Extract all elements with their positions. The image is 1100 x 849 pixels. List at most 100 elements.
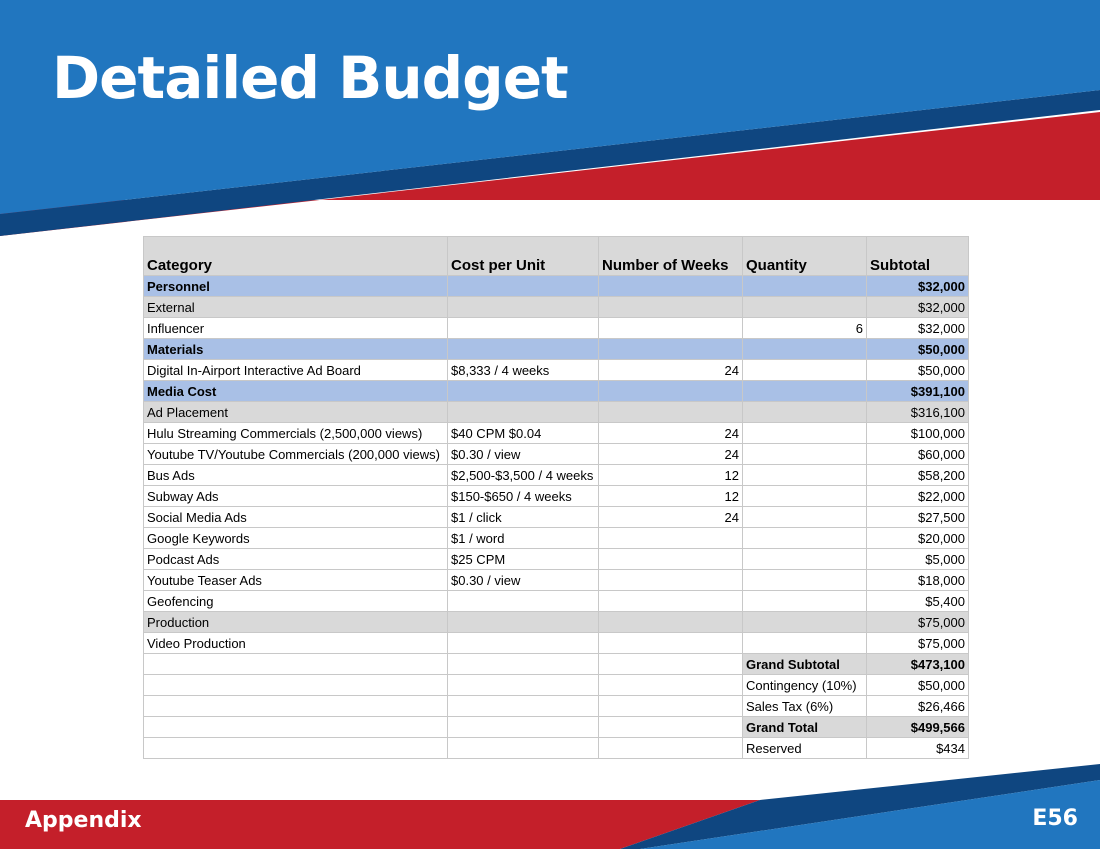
table-row: Subway Ads $150-$650 / 4 weeks 12 $22,00… (143, 485, 969, 507)
header-dark-blue-stripe (0, 90, 1100, 236)
cost-cell: $1 / click (447, 506, 599, 528)
subtotal-cell: $100,000 (866, 422, 969, 444)
cost-cell: $1 / word (447, 527, 599, 549)
cost-cell: $40 CPM $0.04 (447, 422, 599, 444)
weeks-cell: 24 (598, 443, 743, 465)
category-cell: Personnel (143, 275, 448, 297)
summary-label: Grand Total (742, 716, 867, 738)
empty-cell (598, 695, 743, 717)
table-row: Production $75,000 (143, 611, 969, 633)
table-row: Influencer 6 $32,000 (143, 317, 969, 339)
table-row: Geofencing $5,400 (143, 590, 969, 612)
table-row: Video Production $75,000 (143, 632, 969, 654)
weeks-cell: 24 (598, 359, 743, 381)
quantity-cell (742, 422, 867, 444)
table-row: Youtube TV/Youtube Commercials (200,000 … (143, 443, 969, 465)
column-header-cost-per-unit: Cost per Unit (447, 236, 599, 276)
header-blue-band (0, 0, 1100, 214)
weeks-cell (598, 632, 743, 654)
cost-cell (447, 338, 599, 360)
category-cell: Google Keywords (143, 527, 448, 549)
cost-cell (447, 380, 599, 402)
weeks-cell: 12 (598, 464, 743, 486)
table-row: Google Keywords $1 / word $20,000 (143, 527, 969, 549)
subtotal-cell: $75,000 (866, 632, 969, 654)
quantity-cell (742, 401, 867, 423)
weeks-cell (598, 275, 743, 297)
empty-cell (447, 737, 599, 759)
table-row: Ad Placement $316,100 (143, 401, 969, 423)
column-header-category: Category (143, 236, 448, 276)
category-cell: Digital In-Airport Interactive Ad Board (143, 359, 448, 381)
summary-label: Reserved (742, 737, 867, 759)
weeks-cell (598, 569, 743, 591)
category-cell: Influencer (143, 317, 448, 339)
weeks-cell (598, 380, 743, 402)
budget-table: Category Cost per Unit Number of Weeks Q… (143, 236, 969, 759)
summary-value: $26,466 (866, 695, 969, 717)
summary-value: $434 (866, 737, 969, 759)
weeks-cell (598, 401, 743, 423)
weeks-cell (598, 338, 743, 360)
category-cell: Hulu Streaming Commercials (2,500,000 vi… (143, 422, 448, 444)
quantity-cell (742, 464, 867, 486)
column-header-quantity: Quantity (742, 236, 867, 276)
table-row: Personnel $32,000 (143, 275, 969, 297)
footer-blue-band (640, 780, 1100, 849)
category-cell: Production (143, 611, 448, 633)
table-row: Social Media Ads $1 / click 24 $27,500 (143, 506, 969, 528)
summary-value: $499,566 (866, 716, 969, 738)
cost-cell (447, 401, 599, 423)
empty-cell (143, 674, 448, 696)
page-number: E56 (1032, 806, 1078, 831)
cost-cell (447, 296, 599, 318)
cost-cell (447, 275, 599, 297)
subtotal-cell: $27,500 (866, 506, 969, 528)
category-cell: Media Cost (143, 380, 448, 402)
subtotal-cell: $22,000 (866, 485, 969, 507)
category-cell: Subway Ads (143, 485, 448, 507)
summary-label: Grand Subtotal (742, 653, 867, 675)
subtotal-cell: $58,200 (866, 464, 969, 486)
subtotal-cell: $391,100 (866, 380, 969, 402)
subtotal-cell: $18,000 (866, 569, 969, 591)
cost-cell (447, 611, 599, 633)
subtotal-cell: $316,100 (866, 401, 969, 423)
table-header-row: Category Cost per Unit Number of Weeks Q… (143, 236, 969, 276)
table-row: Bus Ads $2,500-$3,500 / 4 weeks 12 $58,2… (143, 464, 969, 486)
subtotal-cell: $32,000 (866, 317, 969, 339)
empty-cell (598, 737, 743, 759)
quantity-cell (742, 569, 867, 591)
subtotal-cell: $75,000 (866, 611, 969, 633)
quantity-cell (742, 275, 867, 297)
table-row: Youtube Teaser Ads $0.30 / view $18,000 (143, 569, 969, 591)
empty-cell (143, 695, 448, 717)
summary-row-grand-subtotal: Grand Subtotal $473,100 (143, 653, 969, 675)
cost-cell: $25 CPM (447, 548, 599, 570)
empty-cell (447, 695, 599, 717)
category-cell: Bus Ads (143, 464, 448, 486)
quantity-cell (742, 632, 867, 654)
footer-dark-blue-stripe (620, 764, 1100, 849)
cost-cell: $0.30 / view (447, 443, 599, 465)
empty-cell (447, 716, 599, 738)
quantity-cell (742, 359, 867, 381)
subtotal-cell: $5,000 (866, 548, 969, 570)
summary-value: $50,000 (866, 674, 969, 696)
summary-label: Sales Tax (6%) (742, 695, 867, 717)
quantity-cell (742, 485, 867, 507)
footer-section-label: Appendix (25, 808, 142, 833)
weeks-cell (598, 548, 743, 570)
subtotal-cell: $32,000 (866, 275, 969, 297)
category-cell: Ad Placement (143, 401, 448, 423)
empty-cell (143, 716, 448, 738)
category-cell: Youtube Teaser Ads (143, 569, 448, 591)
column-header-number-of-weeks: Number of Weeks (598, 236, 743, 276)
page-title: Detailed Budget (52, 44, 569, 112)
weeks-cell: 24 (598, 422, 743, 444)
quantity-cell (742, 380, 867, 402)
summary-row-grand-total: Grand Total $499,566 (143, 716, 969, 738)
subtotal-cell: $50,000 (866, 338, 969, 360)
category-cell: External (143, 296, 448, 318)
summary-row-contingency: Contingency (10%) $50,000 (143, 674, 969, 696)
